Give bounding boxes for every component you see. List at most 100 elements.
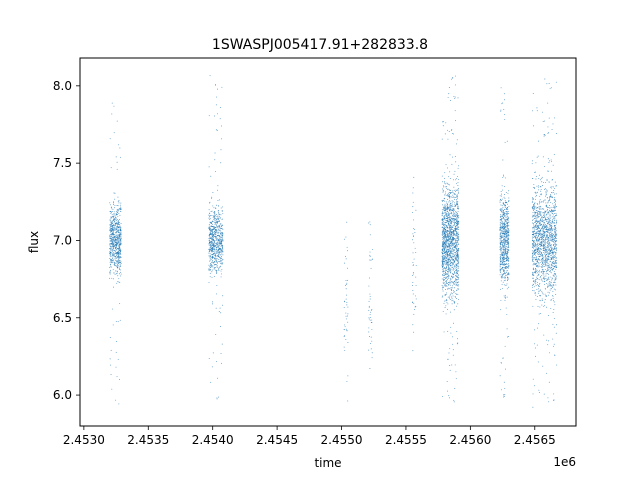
data-point — [449, 210, 451, 212]
data-point — [540, 253, 542, 255]
data-point — [452, 201, 454, 203]
data-point — [543, 235, 545, 237]
data-point — [534, 171, 535, 173]
data-point — [413, 176, 415, 178]
data-point — [110, 259, 112, 261]
data-point — [535, 298, 537, 300]
data-point — [508, 190, 510, 192]
data-point — [503, 277, 505, 279]
data-point — [442, 249, 443, 251]
data-point — [508, 228, 509, 230]
data-point — [445, 164, 447, 166]
data-point — [452, 211, 454, 213]
data-point — [504, 236, 506, 238]
data-point — [457, 238, 459, 240]
data-point — [454, 270, 456, 272]
data-point — [441, 264, 443, 266]
data-point — [456, 236, 458, 238]
data-point — [111, 262, 113, 264]
data-point — [458, 266, 460, 268]
data-point — [502, 206, 504, 208]
data-point — [443, 197, 445, 199]
data-point — [538, 253, 540, 255]
data-point — [214, 267, 216, 269]
data-point — [214, 261, 216, 263]
data-point — [499, 200, 501, 202]
data-point — [215, 248, 217, 250]
data-point — [117, 260, 119, 262]
data-point — [458, 250, 459, 252]
data-point — [222, 239, 224, 241]
data-point — [500, 238, 502, 239]
data-point — [507, 244, 509, 246]
data-point — [455, 245, 457, 247]
data-point — [443, 231, 445, 233]
data-point — [444, 294, 446, 296]
data-point — [458, 248, 460, 249]
data-point — [446, 242, 448, 244]
data-point — [449, 219, 451, 221]
data-point — [552, 218, 554, 220]
data-point — [547, 279, 549, 281]
data-point — [457, 293, 459, 295]
data-point — [449, 264, 451, 265]
data-point — [109, 220, 111, 222]
data-point — [120, 253, 122, 255]
data-point — [499, 242, 501, 244]
data-point — [444, 172, 446, 174]
data-point — [536, 281, 538, 283]
data-point — [368, 327, 370, 329]
data-point — [457, 255, 459, 257]
data-point — [457, 221, 459, 223]
data-point — [442, 269, 444, 271]
data-point — [548, 251, 550, 253]
data-point — [544, 239, 546, 241]
data-point — [542, 237, 544, 239]
data-point — [213, 218, 215, 220]
data-point — [549, 186, 551, 188]
data-point — [208, 243, 210, 245]
data-point — [504, 232, 506, 234]
data-point — [535, 294, 537, 296]
data-point — [551, 229, 553, 231]
data-point — [546, 265, 548, 267]
data-point — [113, 247, 115, 249]
data-point — [531, 285, 533, 286]
data-point — [455, 278, 457, 280]
data-point — [443, 240, 445, 242]
data-point — [552, 323, 554, 325]
data-point — [117, 212, 119, 214]
data-point — [116, 205, 118, 206]
data-point — [507, 276, 509, 278]
data-point — [452, 225, 454, 227]
data-point — [443, 244, 445, 246]
data-point — [445, 247, 447, 249]
data-point — [538, 178, 540, 179]
data-point — [220, 262, 222, 264]
data-point — [215, 228, 217, 230]
data-point — [112, 237, 113, 239]
data-point — [506, 328, 508, 330]
data-point — [218, 218, 220, 220]
data-point — [456, 237, 458, 239]
data-point — [442, 285, 444, 287]
data-point — [112, 228, 114, 230]
data-point — [500, 218, 502, 220]
data-point — [446, 229, 448, 231]
data-point — [216, 293, 217, 295]
data-point — [508, 248, 510, 250]
data-point — [442, 256, 444, 258]
data-point — [503, 248, 504, 250]
data-point — [501, 256, 503, 258]
data-point — [550, 246, 552, 248]
data-point — [118, 239, 120, 241]
data-point — [346, 246, 348, 248]
data-point — [453, 302, 455, 304]
data-point — [214, 212, 216, 214]
data-point — [499, 240, 501, 242]
data-point — [450, 227, 452, 229]
data-point — [544, 278, 546, 279]
data-point — [451, 213, 453, 215]
data-point — [500, 236, 502, 238]
data-point — [447, 231, 449, 233]
